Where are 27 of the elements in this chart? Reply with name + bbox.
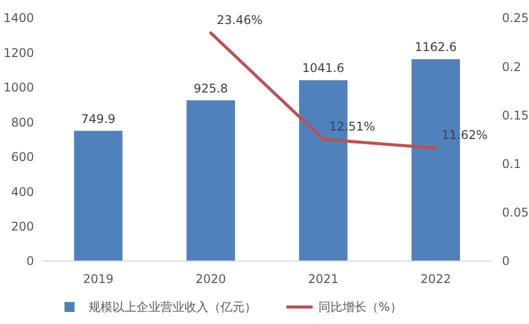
y2-tick-label: 0.05 <box>502 206 529 220</box>
y-tick-label: 600 <box>11 150 34 164</box>
y-tick-label: 1200 <box>3 46 34 60</box>
y-tick-label: 1000 <box>3 80 34 95</box>
y2-tick-label: 0.1 <box>502 157 522 171</box>
data-label: 925.8 <box>194 81 228 96</box>
x-tick-label: 2019 <box>82 272 114 286</box>
y-tick-label: 1400 <box>3 11 34 26</box>
x-tick-label: 2020 <box>195 272 226 286</box>
y2-tick-label: 0 <box>502 254 510 268</box>
y-tick-label: 800 <box>11 115 34 130</box>
y2-tick-label: 0.25 <box>502 11 529 26</box>
x-tick-label: 2022 <box>420 272 452 286</box>
y2-tick-label: 0.15 <box>502 108 529 122</box>
x-tick-label: 2021 <box>308 272 339 286</box>
y-tick-label: 0 <box>26 254 34 268</box>
bar <box>186 100 235 261</box>
data-label: 23.46% <box>216 12 263 27</box>
bar <box>74 130 122 261</box>
data-label: 1162.6 <box>414 40 457 54</box>
y-tick-label: 400 <box>11 184 34 199</box>
data-label: 749.9 <box>81 112 116 126</box>
data-label: 1041.6 <box>302 61 344 76</box>
y-tick-label: 200 <box>11 219 34 234</box>
legend-label: 规模以上企业营业收入（亿元） <box>88 300 256 314</box>
legend-label: 同比增长（%） <box>318 300 402 314</box>
y2-tick-label: 0.2 <box>502 60 522 74</box>
